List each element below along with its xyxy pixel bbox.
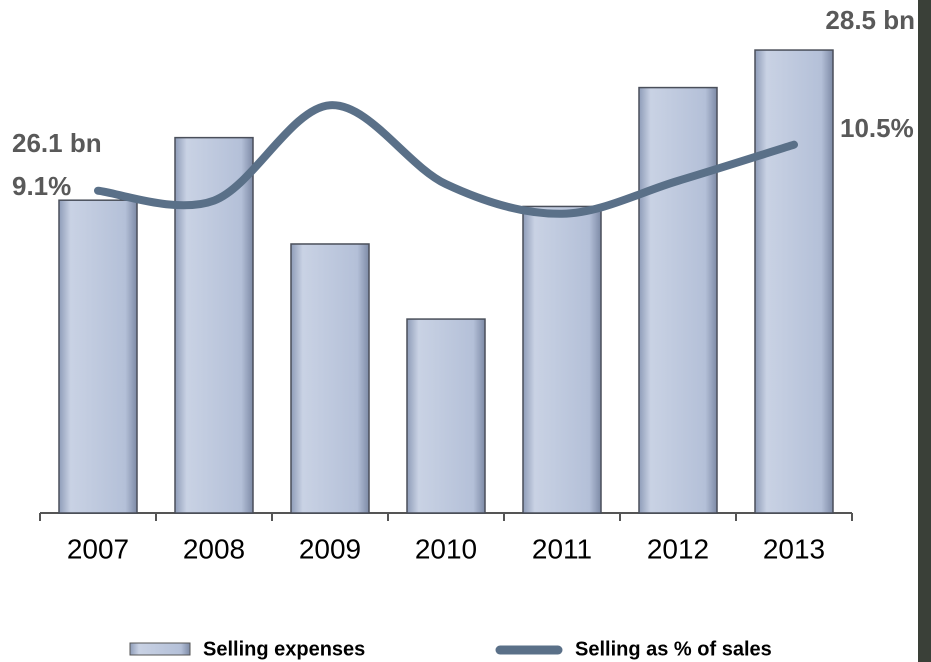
bar: [291, 244, 369, 513]
background-strip: [918, 0, 931, 662]
x-tick-label: 2012: [647, 533, 709, 564]
chart: 2007 2008 2009 2010 2011 2012 2013 26.1 bn 28.5 …: [0, 0, 931, 662]
data-label: 9.1%: [12, 171, 71, 201]
x-tick-label: 2011: [532, 533, 592, 564]
bar: [407, 319, 485, 513]
bar: [59, 200, 137, 513]
data-label: 28.5 bn: [825, 5, 915, 35]
data-label: 10.5%: [840, 113, 914, 143]
bar: [523, 206, 601, 513]
legend-label: Selling expenses: [203, 638, 365, 660]
bar: [639, 88, 717, 513]
x-tick-label: 2013: [763, 533, 825, 564]
legend-swatch: [130, 643, 190, 655]
bar: [175, 138, 253, 513]
x-tick-label: 2007: [67, 533, 129, 564]
legend-label: Selling as % of sales: [575, 638, 772, 660]
data-label: 26.1 bn: [12, 128, 102, 158]
x-tick-label: 2009: [299, 533, 361, 564]
x-tick-label: 2008: [183, 533, 245, 564]
legend: Selling expenses Selling as % of sales: [130, 638, 772, 660]
x-tick-label: 2010: [415, 533, 477, 564]
bar: [755, 50, 833, 513]
